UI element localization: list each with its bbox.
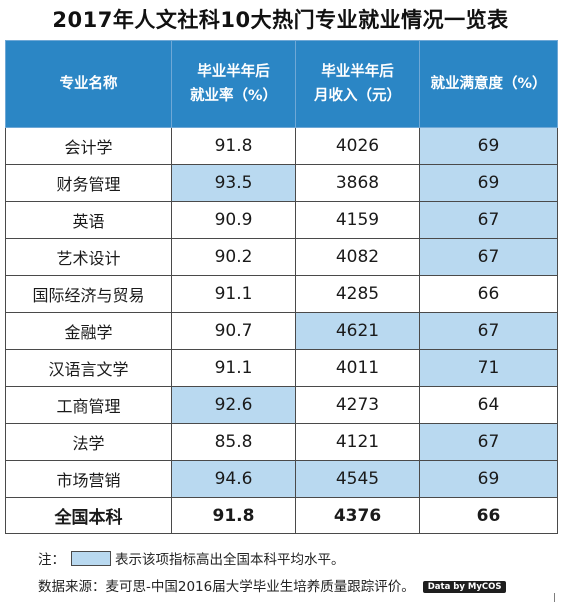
header-monthly-income-line1: 毕业半年后 — [321, 64, 394, 80]
cell-monthly-income: 4159 — [295, 201, 420, 239]
cell-satisfaction: 64 — [419, 386, 558, 424]
table-row: 金融学 90.7 4621 67 — [5, 312, 558, 350]
source-text: 数据来源：麦可思-中国2016届大学毕业生培养质量跟踪评价。 — [38, 579, 415, 595]
mycos-logo-badge: Data by MyCOS — [422, 581, 507, 593]
cell-satisfaction: 67 — [419, 201, 558, 239]
cell-employment-rate: 93.5 — [171, 164, 296, 202]
highlight-legend-swatch — [71, 551, 111, 566]
cell-major: 汉语言文学 — [5, 349, 172, 387]
header-major: 专业名称 — [5, 40, 172, 128]
cell-satisfaction: 67 — [419, 423, 558, 461]
cell-employment-rate: 94.6 — [171, 460, 296, 498]
total-cell-employment-rate: 91.8 — [171, 497, 296, 534]
header-monthly-income-line2: 月收入（元） — [314, 88, 401, 104]
cell-employment-rate: 90.2 — [171, 238, 296, 276]
table-row: 英语 90.9 4159 67 — [5, 201, 558, 239]
table-row: 法学 85.8 4121 67 — [5, 423, 558, 461]
cell-employment-rate: 91.1 — [171, 349, 296, 387]
cell-monthly-income: 4545 — [295, 460, 420, 498]
header-employment-rate-line2: 就业率（%） — [189, 88, 278, 104]
table-row: 汉语言文学 91.1 4011 71 — [5, 349, 558, 387]
cell-employment-rate: 90.7 — [171, 312, 296, 350]
cell-monthly-income: 4285 — [295, 275, 420, 313]
cell-satisfaction: 67 — [419, 312, 558, 350]
cell-satisfaction: 67 — [419, 238, 558, 276]
cell-major: 市场营销 — [5, 460, 172, 498]
data-source: 数据来源：麦可思-中国2016届大学毕业生培养质量跟踪评价。 Data by My… — [38, 575, 507, 595]
cell-monthly-income: 4621 — [295, 312, 420, 350]
table-total-row: 全国本科 91.8 4376 66 — [5, 497, 558, 534]
cell-employment-rate: 90.9 — [171, 201, 296, 239]
cell-major: 英语 — [5, 201, 172, 239]
table-row: 艺术设计 90.2 4082 67 — [5, 238, 558, 276]
note-text: 表示该项指标高出全国本科平均水平。 — [115, 552, 345, 568]
header-satisfaction-label: 就业满意度（%） — [430, 76, 547, 92]
cell-satisfaction: 71 — [419, 349, 558, 387]
cell-satisfaction: 66 — [419, 275, 558, 313]
cell-monthly-income: 4026 — [295, 127, 420, 165]
table-row: 财务管理 93.5 3868 69 — [5, 164, 558, 202]
cell-monthly-income: 4121 — [295, 423, 420, 461]
table-row: 工商管理 92.6 4273 64 — [5, 386, 558, 424]
cell-monthly-income: 4082 — [295, 238, 420, 276]
header-satisfaction: 就业满意度（%） — [419, 40, 558, 128]
cell-satisfaction: 69 — [419, 127, 558, 165]
cell-satisfaction: 69 — [419, 460, 558, 498]
corner-mark: | — [553, 593, 557, 603]
cell-monthly-income: 4011 — [295, 349, 420, 387]
employment-table: 专业名称 毕业半年后就业率（%） 毕业半年后月收入（元） 就业满意度（%） 会计… — [5, 40, 558, 534]
cell-employment-rate: 85.8 — [171, 423, 296, 461]
cell-major: 会计学 — [5, 127, 172, 165]
cell-major: 金融学 — [5, 312, 172, 350]
cell-major: 艺术设计 — [5, 238, 172, 276]
cell-monthly-income: 4273 — [295, 386, 420, 424]
cell-major: 国际经济与贸易 — [5, 275, 172, 313]
header-monthly-income: 毕业半年后月收入（元） — [295, 40, 420, 128]
cell-employment-rate: 92.6 — [171, 386, 296, 424]
cell-major: 财务管理 — [5, 164, 172, 202]
cell-satisfaction: 69 — [419, 164, 558, 202]
table-row: 国际经济与贸易 91.1 4285 66 — [5, 275, 558, 313]
cell-employment-rate: 91.1 — [171, 275, 296, 313]
total-cell-satisfaction: 66 — [419, 497, 558, 534]
header-major-label: 专业名称 — [59, 76, 118, 92]
table-row: 会计学 91.8 4026 69 — [5, 127, 558, 165]
table-row: 市场营销 94.6 4545 69 — [5, 460, 558, 498]
table-body: 会计学 91.8 4026 69 财务管理 93.5 3868 69 英语 90.9 4159 67 艺… — [5, 127, 558, 534]
page-title: 2017年人文社科10大热门专业就业情况一览表 — [52, 8, 509, 32]
total-cell-major: 全国本科 — [5, 497, 172, 534]
header-employment-rate-line1: 毕业半年后 — [197, 64, 270, 80]
table-header-row: 专业名称 毕业半年后就业率（%） 毕业半年后月收入（元） 就业满意度（%） — [5, 40, 558, 128]
header-employment-rate: 毕业半年后就业率（%） — [171, 40, 296, 128]
legend-note: 注： 表示该项指标高出全国本科平均水平。 — [38, 548, 345, 568]
note-label: 注： — [38, 552, 65, 568]
cell-major: 工商管理 — [5, 386, 172, 424]
total-cell-monthly-income: 4376 — [295, 497, 420, 534]
cell-major: 法学 — [5, 423, 172, 461]
cell-employment-rate: 91.8 — [171, 127, 296, 165]
cell-monthly-income: 3868 — [295, 164, 420, 202]
